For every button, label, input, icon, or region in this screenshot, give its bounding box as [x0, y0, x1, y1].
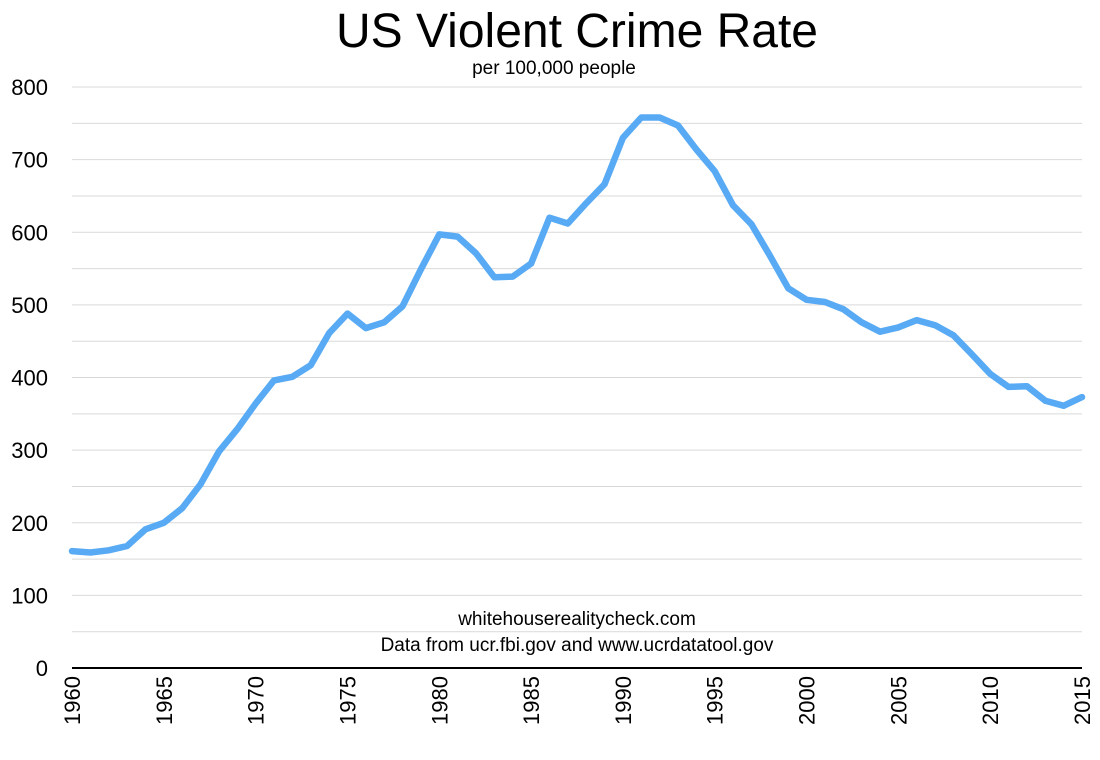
chart-title: US Violent Crime Rate	[336, 5, 818, 58]
x-tick-label: 1960	[60, 676, 85, 725]
source-note-site: whitehouserealitycheck.com	[458, 609, 696, 630]
y-tick-label: 100	[11, 583, 48, 608]
x-tick-label: 1965	[152, 676, 177, 725]
y-tick-label: 400	[11, 366, 48, 391]
y-tick-label: 700	[11, 148, 48, 173]
y-tick-label: 0	[36, 656, 48, 681]
x-tick-label: 2005	[886, 676, 911, 725]
x-tick-label: 1995	[703, 676, 728, 725]
x-tick-label: 2000	[795, 676, 820, 725]
y-tick-label: 500	[11, 293, 48, 318]
y-tick-label: 300	[11, 438, 48, 463]
series-line	[68, 114, 1086, 556]
x-tick-label: 1970	[244, 676, 269, 725]
chart-subtitle: per 100,000 people	[472, 58, 636, 79]
gridlines	[72, 86, 1082, 633]
y-tick-label: 200	[11, 511, 48, 536]
x-tick-label: 2010	[978, 676, 1003, 725]
x-tick-label: 1990	[611, 676, 636, 725]
x-tick-labels: 1960 1965 1970 1975 1980 1985 1990 1995 2000 2005…	[60, 676, 1095, 725]
y-tick-label: 600	[11, 220, 48, 245]
x-tick-label: 1985	[519, 676, 544, 725]
x-tick-label: 1980	[427, 676, 452, 725]
y-tick-labels: 0 100 200 300 400 500 600 700 800	[11, 75, 48, 681]
y-tick-label: 800	[11, 75, 48, 100]
x-tick-label: 1975	[335, 676, 360, 725]
source-note-data: Data from ucr.fbi.gov and www.ucrdatatoo…	[380, 635, 774, 656]
x-tick-label: 2015	[1070, 676, 1095, 725]
